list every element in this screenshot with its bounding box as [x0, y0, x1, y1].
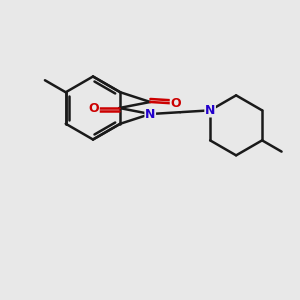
Text: O: O — [88, 101, 99, 115]
Text: N: N — [145, 107, 155, 121]
Text: N: N — [205, 104, 215, 117]
Text: O: O — [170, 97, 181, 110]
